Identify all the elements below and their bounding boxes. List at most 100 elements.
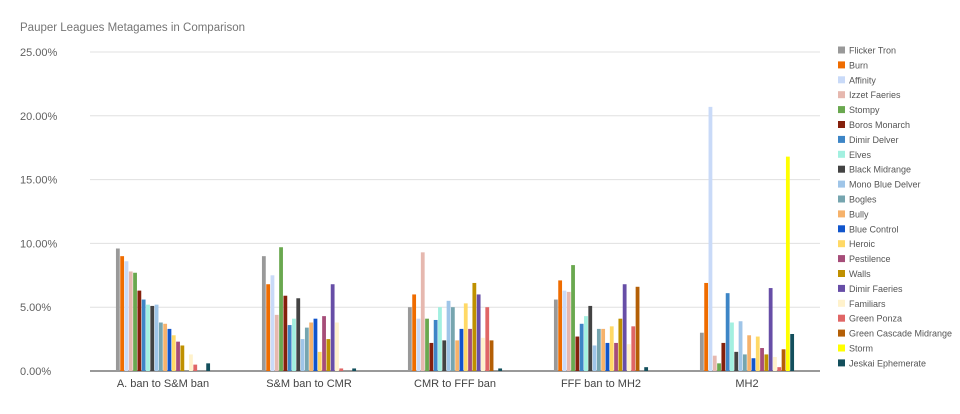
bar <box>635 286 640 371</box>
bar <box>738 321 743 371</box>
bar <box>631 326 636 371</box>
bar <box>352 368 357 371</box>
bar <box>146 304 150 371</box>
legend-label: Flicker Tron <box>849 46 896 56</box>
bar <box>412 294 417 371</box>
y-tick-label: 20.00% <box>20 111 58 123</box>
bar <box>609 326 614 371</box>
bar <box>760 348 764 371</box>
legend-swatch <box>838 106 845 114</box>
bar <box>755 336 760 371</box>
bar <box>266 284 271 371</box>
bar <box>472 282 477 371</box>
bar <box>274 314 279 371</box>
legend-swatch <box>838 225 845 233</box>
bar <box>489 340 494 371</box>
y-tick-label: 10.00% <box>20 238 58 250</box>
bar <box>588 305 593 371</box>
bar <box>193 364 198 371</box>
bars <box>115 106 795 372</box>
bar <box>154 304 159 371</box>
y-axis-ticks: 0.00% 5.00% 10.00% 15.00% 20.00% 25.00% <box>20 47 58 378</box>
legend-swatch <box>838 270 845 277</box>
bar <box>326 339 331 371</box>
bar <box>579 323 584 371</box>
y-tick-label: 15.00% <box>20 175 58 187</box>
bar <box>137 290 142 371</box>
bar <box>133 272 137 371</box>
legend-swatch <box>838 135 845 143</box>
legend-swatch <box>838 314 845 322</box>
bar <box>721 342 726 371</box>
bar <box>764 354 769 371</box>
x-tick-label: A. ban to S&M ban <box>117 378 209 390</box>
x-tick-label: FFF ban to MH2 <box>561 378 641 390</box>
bar <box>300 339 305 371</box>
bar <box>485 307 490 371</box>
legend-label: Green Ponza <box>849 314 902 324</box>
bar <box>566 291 571 371</box>
bar <box>575 336 580 371</box>
y-tick-label: 0.00% <box>20 366 51 378</box>
bar <box>781 349 786 371</box>
bar <box>734 351 739 371</box>
bar <box>468 328 472 371</box>
legend-label: Blue Control <box>849 224 899 234</box>
chart-title: Pauper Leagues Metagames in Comparison <box>20 22 245 34</box>
legend-label: Familiars <box>849 299 886 309</box>
bar <box>407 307 412 371</box>
bar <box>571 265 575 371</box>
legend-swatch <box>838 255 845 263</box>
bar <box>558 280 563 371</box>
bar <box>150 305 155 371</box>
legend-label: Boros Monarch <box>849 120 910 130</box>
bar <box>618 318 623 371</box>
bar <box>601 328 606 371</box>
bar <box>283 295 288 371</box>
legend-label: Bogles <box>849 195 877 205</box>
legend-swatch <box>838 180 845 188</box>
legend-label: Izzet Faeries <box>849 90 901 100</box>
bar <box>742 354 747 371</box>
bar <box>339 368 344 371</box>
legend-swatch <box>838 240 845 248</box>
bar <box>158 322 163 371</box>
x-tick-label: MH2 <box>735 378 758 390</box>
y-tick-label: 25.00% <box>20 47 58 59</box>
bar <box>425 318 429 371</box>
bar <box>176 341 180 371</box>
bar <box>163 323 168 371</box>
bar <box>292 318 296 371</box>
bar <box>725 293 730 371</box>
legend-label: Black Midrange <box>849 165 911 175</box>
x-tick-label: CMR to FFF ban <box>414 378 496 390</box>
legend-label: Affinity <box>849 75 876 85</box>
legend-label: Mono Blue Delver <box>849 180 921 190</box>
bar <box>189 354 193 371</box>
bar <box>768 288 773 371</box>
legend-swatch <box>838 195 845 203</box>
bar <box>712 355 717 371</box>
bar <box>596 328 601 371</box>
bar <box>562 290 567 371</box>
legend-swatch <box>838 299 845 307</box>
bar <box>773 356 777 371</box>
legend-swatch <box>838 46 845 54</box>
bar <box>785 156 790 371</box>
bar <box>317 351 322 371</box>
legend-label: Elves <box>849 150 872 160</box>
legend-label: Stompy <box>849 105 880 115</box>
bar <box>463 303 468 371</box>
bar <box>206 363 211 371</box>
bar <box>438 307 442 371</box>
legend-label: Storm <box>849 344 873 354</box>
bar <box>171 335 176 371</box>
bar <box>167 328 172 371</box>
bar <box>584 316 588 371</box>
bar <box>614 342 618 371</box>
bar <box>442 340 447 371</box>
bar <box>433 319 438 371</box>
gridlines <box>90 51 820 372</box>
legend-swatch <box>838 76 845 84</box>
legend-label: Burn <box>849 60 868 70</box>
